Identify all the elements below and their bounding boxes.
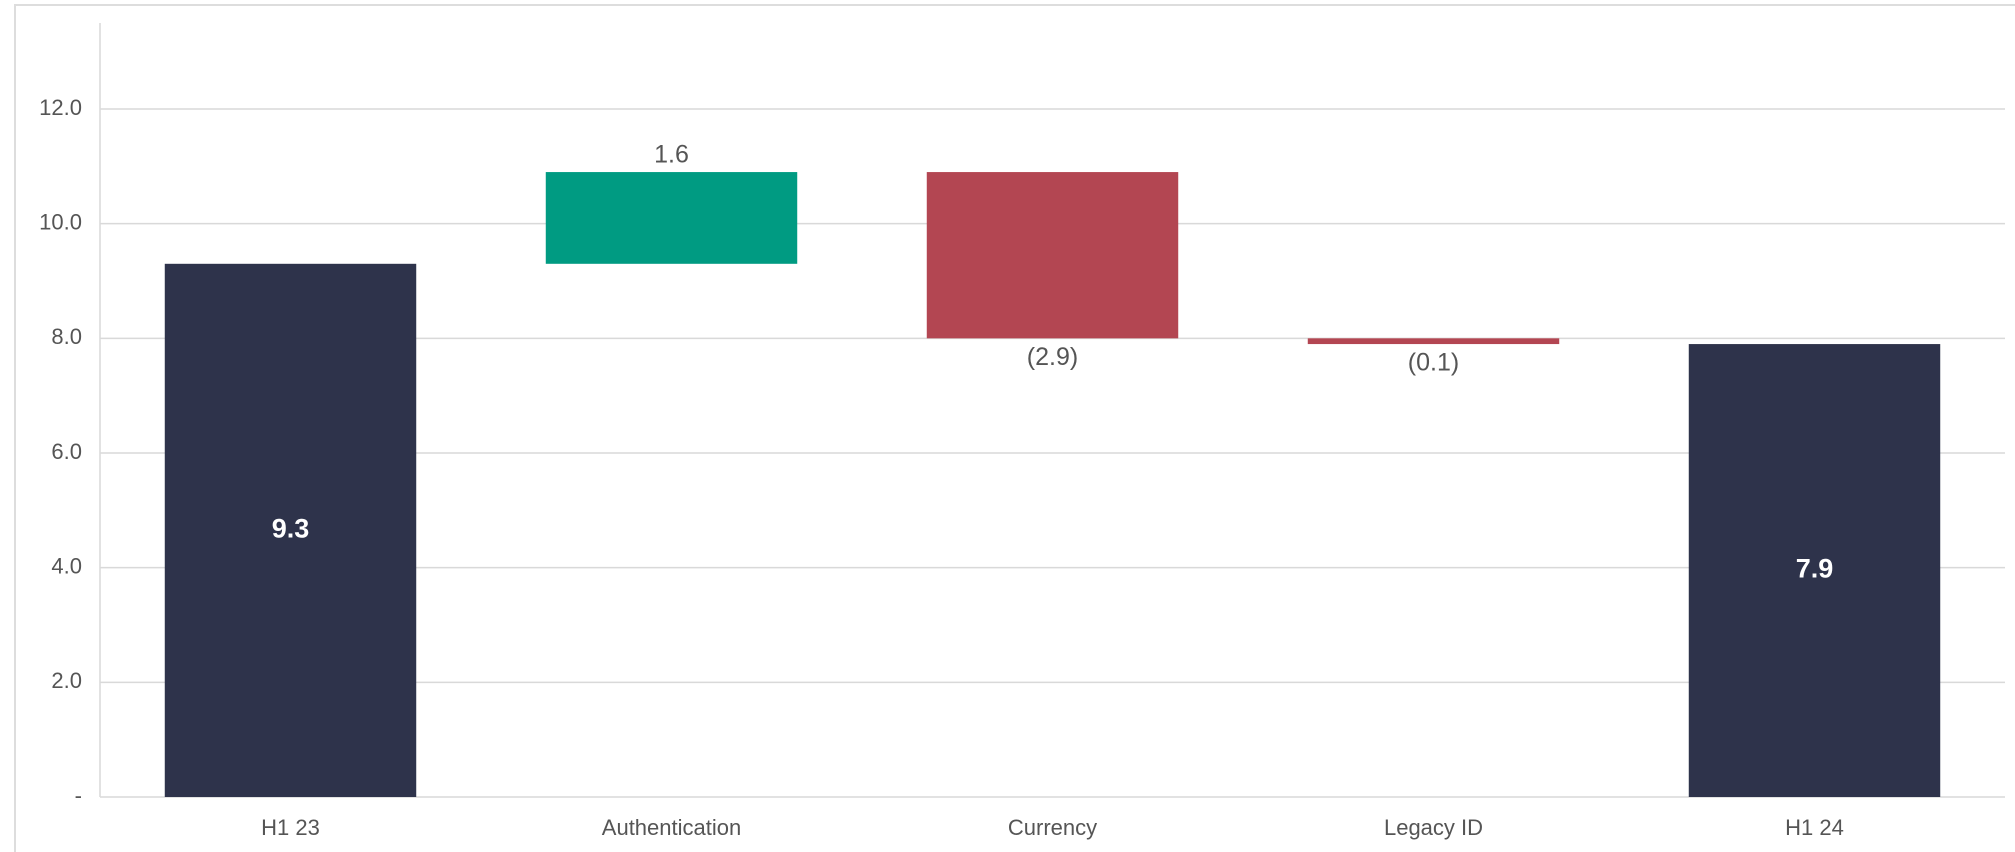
value-label: (0.1): [1408, 349, 1459, 377]
y-tick-label: 4.0: [51, 553, 82, 578]
y-tick-label: 8.0: [51, 324, 82, 349]
y-tick-label: 12.0: [39, 95, 82, 120]
value-label: (2.9): [1027, 343, 1078, 371]
y-tick-label: -: [75, 783, 82, 808]
bar: [926, 172, 1179, 339]
y-tick-label: 2.0: [51, 668, 82, 693]
x-tick-label: Currency: [1008, 815, 1097, 840]
bar: [164, 263, 417, 797]
x-tick-label: H1 23: [261, 815, 320, 840]
value-label: 7.9: [1796, 554, 1834, 584]
value-label: 9.3: [272, 514, 310, 544]
bar: [1307, 338, 1560, 345]
value-label: 1.6: [654, 141, 689, 169]
x-tick-label: Authentication: [602, 815, 741, 840]
x-tick-label: Legacy ID: [1384, 815, 1483, 840]
chart-frame: [14, 4, 2015, 852]
x-tick-label: H1 24: [1785, 815, 1844, 840]
bar: [1688, 344, 1941, 797]
y-tick-label: 6.0: [51, 439, 82, 464]
y-tick-label: 10.0: [39, 209, 82, 234]
bar: [545, 172, 798, 264]
